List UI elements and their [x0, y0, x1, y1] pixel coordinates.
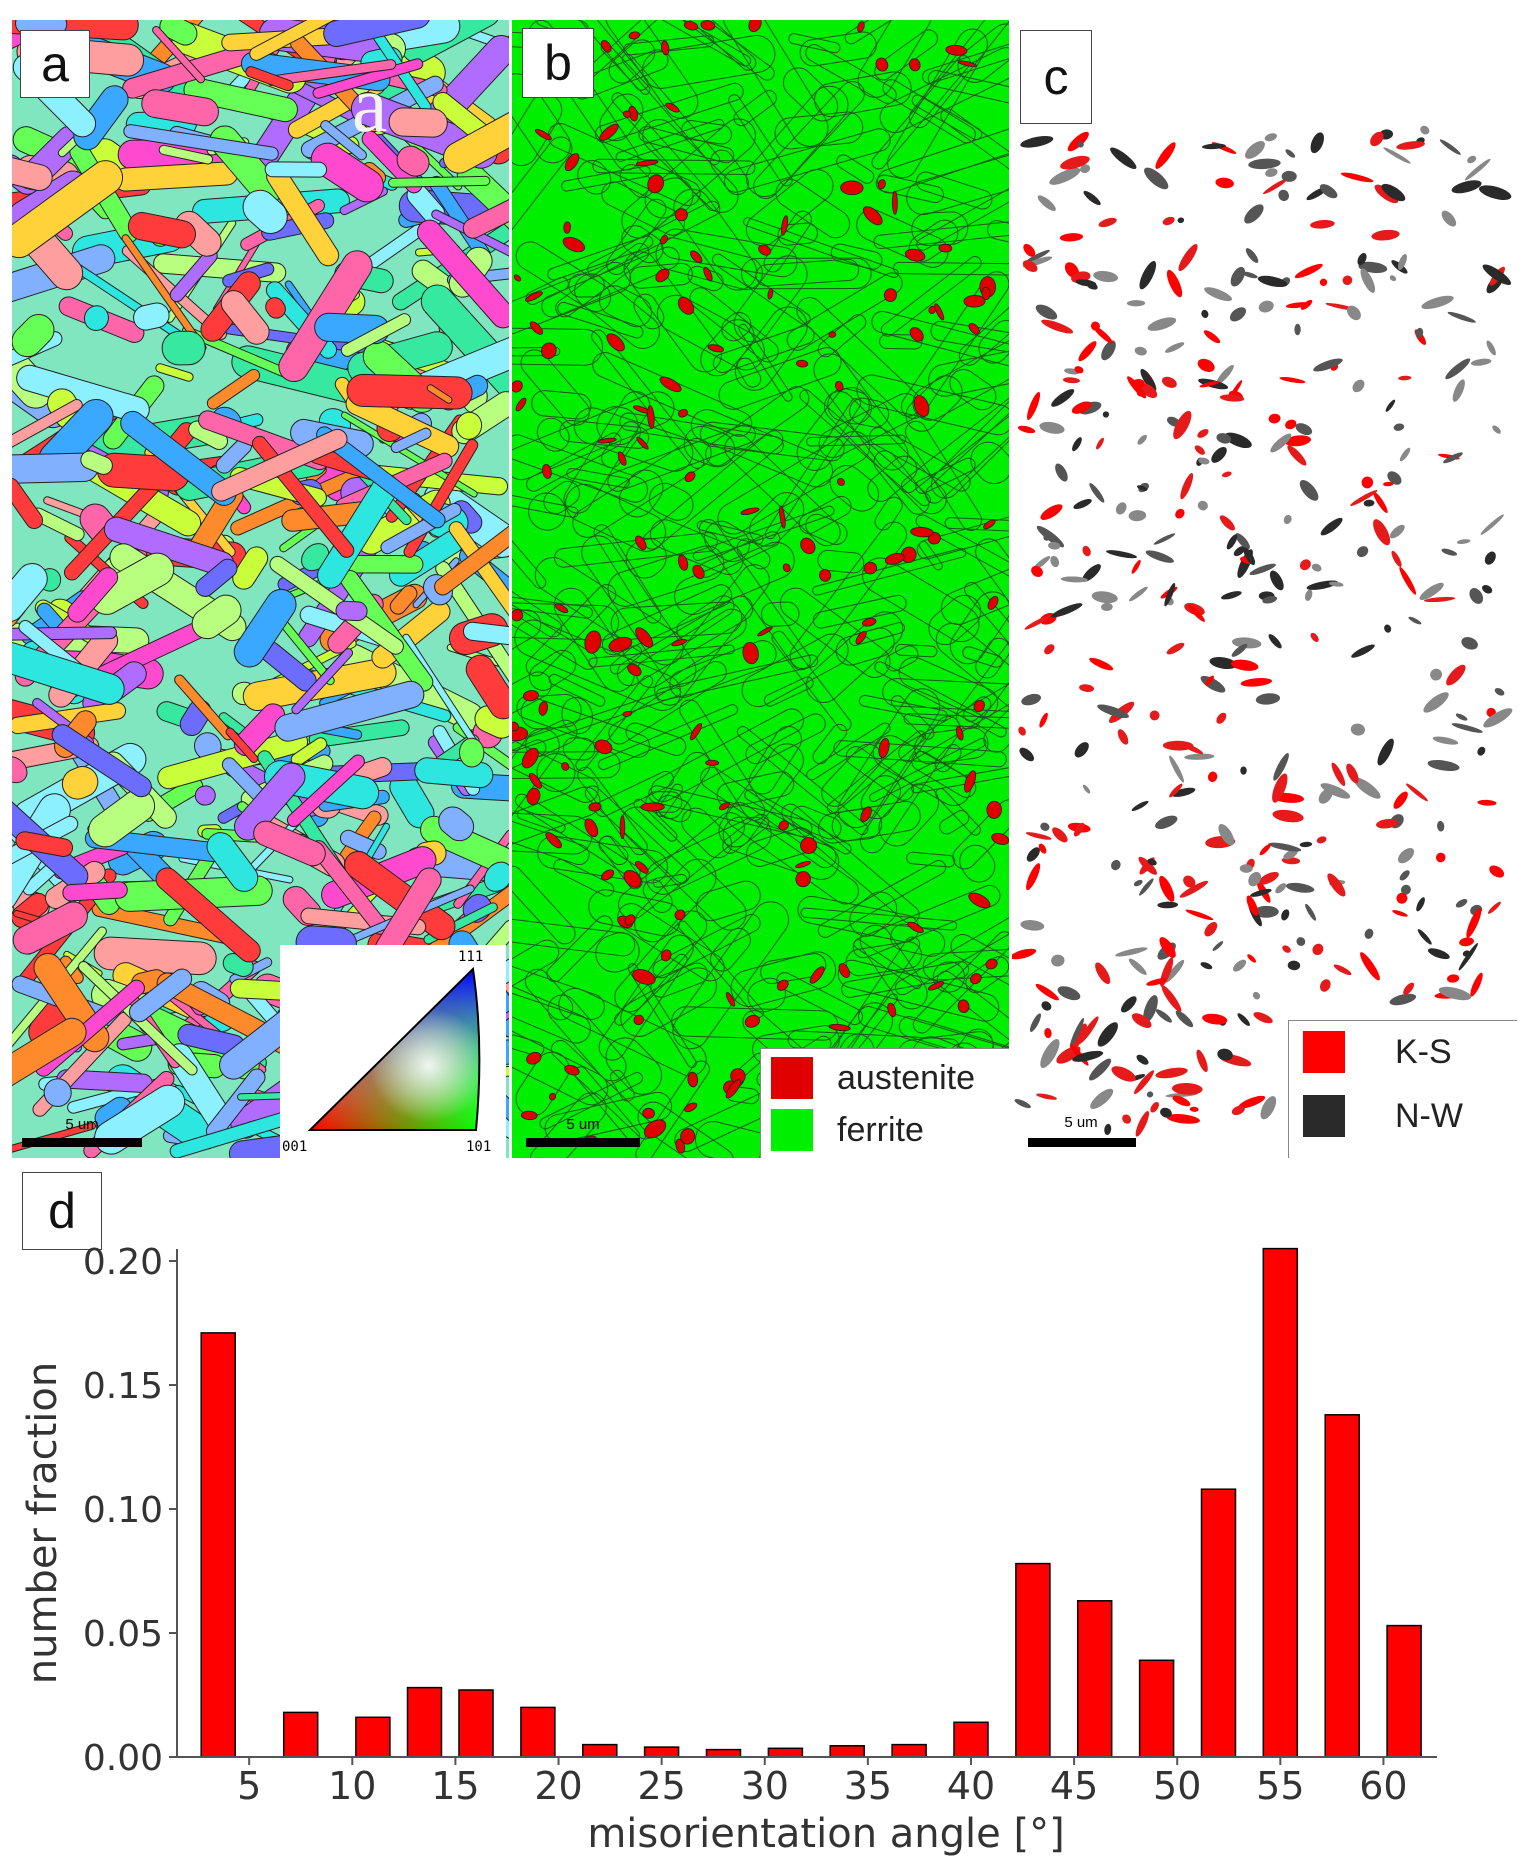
panel-d-label: d: [22, 1172, 102, 1250]
phase-map: b 5 um austenite ferrite: [512, 20, 1009, 1158]
legend-swatch: [1303, 1031, 1345, 1073]
legend-swatch: [1303, 1095, 1345, 1137]
ipf-label-111: 111: [458, 949, 483, 965]
bar: [1200, 1488, 1237, 1758]
legend-item-ferrite: ferrite: [771, 1109, 924, 1151]
ipf-orientation-map: a a 5 um 111 001 101: [12, 20, 509, 1158]
bar: [520, 1706, 556, 1758]
x-tick-label: 15: [431, 1764, 479, 1808]
x-tick-label: 60: [1359, 1764, 1407, 1808]
scale-bar: [22, 1138, 142, 1147]
bar: [1386, 1624, 1422, 1758]
x-tick-label: 30: [741, 1764, 789, 1808]
legend-label: K-S: [1395, 1032, 1452, 1071]
legend-swatch: [771, 1109, 813, 1151]
bar: [355, 1716, 391, 1758]
bar: [891, 1743, 927, 1758]
bar: [458, 1689, 494, 1758]
panel-b-label: b: [522, 28, 594, 98]
x-tick-label: 45: [1050, 1764, 1098, 1808]
phase-map-grains: [512, 20, 1009, 1158]
x-axis-label: misorientation angle [°]: [587, 1811, 1064, 1857]
ipf-label-101: 101: [466, 1139, 491, 1155]
y-tick-label: 0.20: [83, 1242, 163, 1283]
bar: [953, 1721, 989, 1758]
bar: [643, 1746, 680, 1758]
legend-label: ferrite: [837, 1110, 924, 1149]
bar: [200, 1332, 236, 1758]
y-tick-label: 0.15: [83, 1366, 163, 1407]
bar: [1015, 1562, 1051, 1758]
x-tick-label: 20: [534, 1764, 582, 1808]
legend-label: N-W: [1395, 1096, 1463, 1135]
histogram-plot: 5 10 15 20 25 30 35 40 45 50 55 60 0.00 0.05 0.10 0.15…: [20, 1242, 1437, 1857]
scale-bar-label: 5 um: [1064, 1114, 1098, 1131]
y-axis-label: number fraction: [20, 1362, 66, 1684]
panel-a-overlay-letter: a: [352, 61, 388, 149]
legend-swatch: [771, 1057, 813, 1099]
bar-series: [200, 1247, 1422, 1758]
bar: [1138, 1659, 1175, 1758]
bar: [1324, 1414, 1360, 1758]
orientation-relationship-map: c 5 um K-S N-W: [1012, 20, 1517, 1158]
bar: [1262, 1247, 1299, 1758]
legend-label: austenite: [837, 1058, 975, 1097]
panel-a-label: a: [20, 30, 90, 98]
phase-legend: austenite ferrite: [760, 1048, 1009, 1158]
scale-bar: [526, 1138, 640, 1147]
bar: [1076, 1600, 1113, 1758]
x-tick-label: 5: [237, 1764, 261, 1808]
bar: [705, 1748, 742, 1758]
misorientation-histogram: 5 10 15 20 25 30 35 40 45 50 55 60 0.00 0.05 0.10 0.15…: [0, 1165, 1527, 1859]
bar: [829, 1745, 865, 1758]
y-axis-ticks: 0.00 0.05 0.10 0.15 0.20: [83, 1242, 177, 1779]
x-tick-label: 35: [844, 1764, 892, 1808]
bar: [406, 1686, 443, 1758]
x-tick-label: 50: [1153, 1764, 1201, 1808]
x-tick-label: 40: [947, 1764, 995, 1808]
scale-bar: [1028, 1138, 1136, 1147]
bar: [767, 1747, 804, 1758]
x-tick-label: 25: [637, 1764, 685, 1808]
legend-item-austenite: austenite: [771, 1057, 975, 1099]
panel-c-label: c: [1020, 30, 1092, 124]
legend-item-nw: N-W: [1303, 1095, 1463, 1137]
y-tick-label: 0.00: [83, 1738, 163, 1779]
bar: [282, 1711, 319, 1758]
bar: [582, 1743, 618, 1758]
scale-bar-label: 5 um: [566, 1116, 600, 1133]
ipf-color-key: 111 001 101: [280, 945, 506, 1158]
x-tick-label: 55: [1256, 1764, 1304, 1808]
or-legend: K-S N-W: [1288, 1020, 1517, 1158]
y-tick-label: 0.10: [83, 1490, 163, 1531]
or-map-particles: [1012, 125, 1513, 1137]
y-tick-label: 0.05: [83, 1614, 163, 1655]
ipf-triangle: 111 001 101: [282, 949, 491, 1155]
x-tick-label: 10: [328, 1764, 376, 1808]
x-axis-ticks: 5 10 15 20 25 30 35 40 45 50 55 60: [237, 1757, 1408, 1808]
ipf-label-001: 001: [282, 1139, 307, 1155]
scale-bar-label: 5 um: [65, 1116, 99, 1133]
legend-item-ks: K-S: [1303, 1031, 1452, 1073]
